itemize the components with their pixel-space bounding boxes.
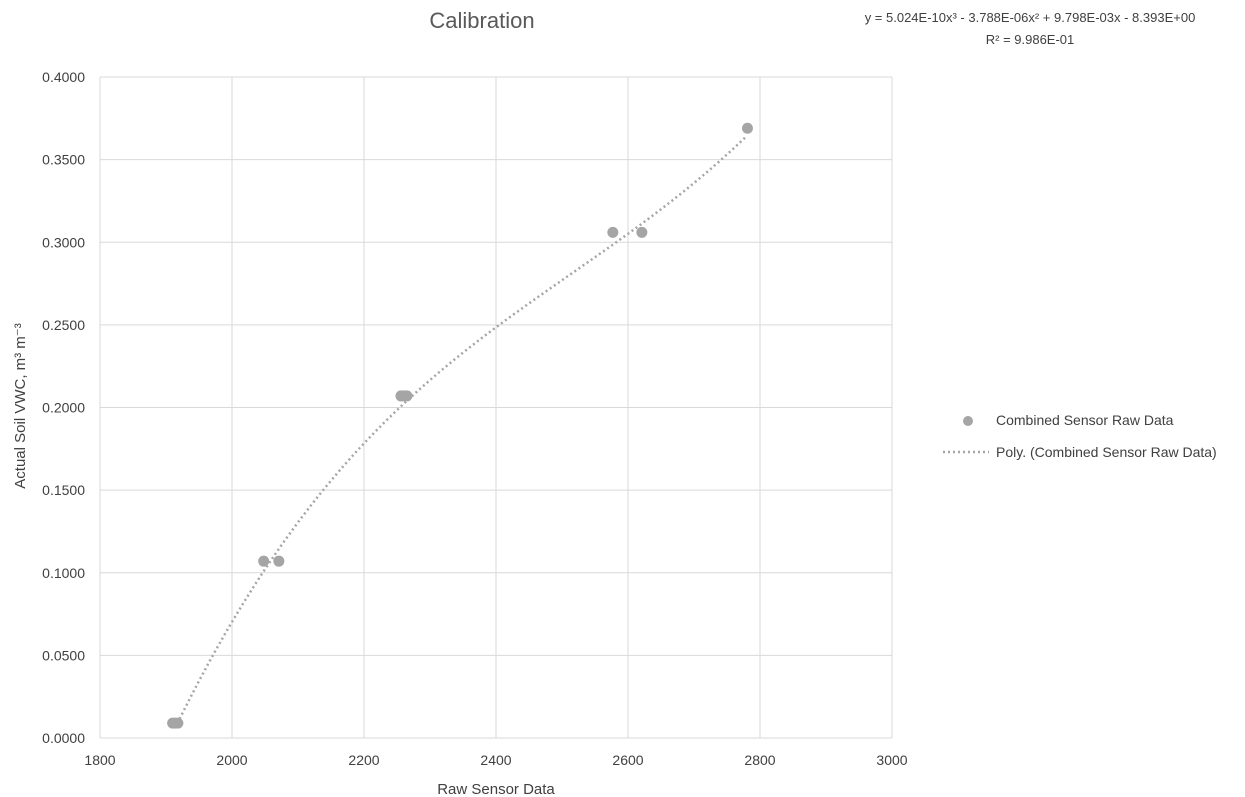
- y-tick-label: 0.1500: [42, 482, 85, 498]
- scatter-points: [167, 122, 753, 729]
- chart-title: Calibration: [429, 8, 534, 33]
- y-axis-ticks: 0.0000 0.0500 0.1000 0.1500 0.2000 0.2500 0.30…: [42, 69, 85, 746]
- y-tick-label: 0.0000: [42, 730, 85, 746]
- legend: Combined Sensor Raw Data Poly. (Combined…: [943, 412, 1217, 460]
- data-point: [607, 226, 619, 238]
- y-tick-label: 0.4000: [42, 69, 85, 85]
- x-tick-label: 2000: [216, 752, 247, 768]
- x-axis-title: Raw Sensor Data: [437, 781, 555, 797]
- x-tick-label: 1800: [84, 752, 115, 768]
- data-point: [741, 122, 753, 134]
- y-tick-label: 0.3500: [42, 152, 85, 168]
- y-tick-label: 0.3000: [42, 234, 85, 250]
- polynomial-trendline: [174, 135, 747, 729]
- data-point: [172, 717, 184, 729]
- data-point: [401, 390, 413, 402]
- trendline-equation: y = 5.024E-10x³ - 3.788E-06x² + 9.798E-0…: [865, 10, 1196, 25]
- y-tick-label: 0.0500: [42, 647, 85, 663]
- trendline-r-squared: R² = 9.986E-01: [986, 32, 1075, 47]
- gridlines: [99, 76, 893, 739]
- legend-label-scatter: Combined Sensor Raw Data: [996, 412, 1174, 428]
- y-tick-label: 0.1000: [42, 565, 85, 581]
- y-axis-title: Actual Soil VWC, m³ m⁻³: [12, 323, 29, 488]
- x-tick-label: 2600: [612, 752, 643, 768]
- x-tick-label: 3000: [876, 752, 907, 768]
- data-point: [273, 555, 285, 567]
- y-tick-label: 0.2000: [42, 400, 85, 416]
- y-tick-label: 0.2500: [42, 317, 85, 333]
- x-tick-label: 2800: [744, 752, 775, 768]
- x-axis-ticks: 1800 2000 2200 2400 2600 2800 3000: [84, 752, 907, 768]
- legend-label-trendline: Poly. (Combined Sensor Raw Data): [996, 444, 1217, 460]
- x-tick-label: 2200: [348, 752, 379, 768]
- data-point: [636, 226, 648, 238]
- legend-marker-scatter: [963, 416, 973, 426]
- x-tick-label: 2400: [480, 752, 511, 768]
- data-point: [258, 555, 270, 567]
